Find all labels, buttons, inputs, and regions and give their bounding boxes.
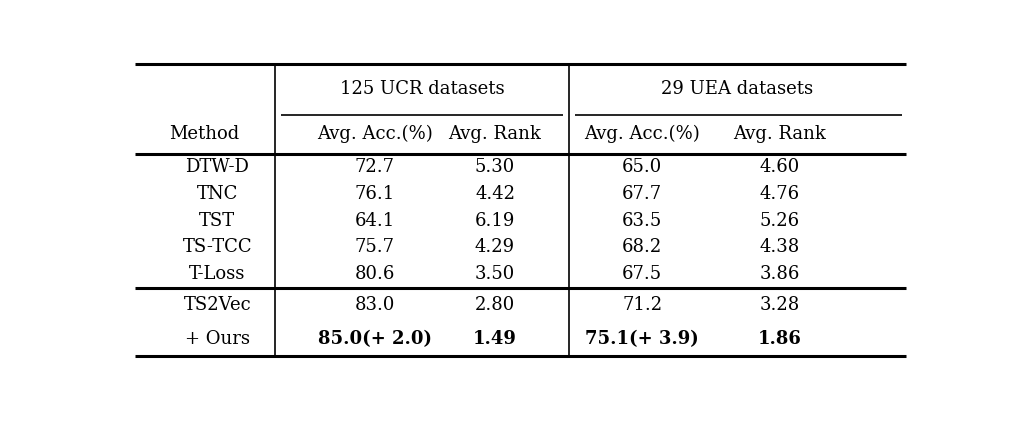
- Text: 4.42: 4.42: [475, 185, 515, 203]
- Text: T-Loss: T-Loss: [189, 265, 246, 283]
- Text: 75.7: 75.7: [354, 238, 395, 257]
- Text: 6.19: 6.19: [475, 212, 516, 230]
- Text: 125 UCR datasets: 125 UCR datasets: [340, 80, 504, 98]
- Text: 64.1: 64.1: [354, 212, 395, 230]
- Text: Avg. Acc.(%): Avg. Acc.(%): [585, 125, 700, 143]
- Text: TST: TST: [199, 212, 235, 230]
- Text: + Ours: + Ours: [185, 330, 250, 348]
- Text: 85.0(+ 2.0): 85.0(+ 2.0): [318, 330, 431, 348]
- Text: TS-TCC: TS-TCC: [183, 238, 252, 257]
- Text: Method: Method: [170, 125, 240, 143]
- Text: 4.76: 4.76: [759, 185, 800, 203]
- Text: 80.6: 80.6: [354, 265, 395, 283]
- Text: 65.0: 65.0: [622, 158, 662, 176]
- Text: 4.60: 4.60: [759, 158, 800, 176]
- Text: 3.28: 3.28: [759, 296, 800, 314]
- Text: 1.86: 1.86: [758, 330, 802, 348]
- Text: 5.26: 5.26: [759, 212, 800, 230]
- Text: Avg. Rank: Avg. Rank: [449, 125, 541, 143]
- Text: 72.7: 72.7: [354, 158, 395, 176]
- Text: 2.80: 2.80: [475, 296, 516, 314]
- Text: 1.49: 1.49: [473, 330, 517, 348]
- Text: 83.0: 83.0: [354, 296, 395, 314]
- Text: DTW-D: DTW-D: [186, 158, 250, 176]
- Text: 67.7: 67.7: [622, 185, 662, 203]
- Text: Avg. Rank: Avg. Rank: [733, 125, 826, 143]
- Text: 4.38: 4.38: [759, 238, 800, 257]
- Text: 76.1: 76.1: [354, 185, 395, 203]
- Text: TS2Vec: TS2Vec: [184, 296, 251, 314]
- Text: Avg. Acc.(%): Avg. Acc.(%): [317, 125, 432, 143]
- Text: 3.86: 3.86: [759, 265, 800, 283]
- Text: 75.1(+ 3.9): 75.1(+ 3.9): [586, 330, 699, 348]
- Text: 29 UEA datasets: 29 UEA datasets: [661, 80, 813, 98]
- Text: TNC: TNC: [197, 185, 239, 203]
- Text: 5.30: 5.30: [475, 158, 516, 176]
- Text: 4.29: 4.29: [475, 238, 515, 257]
- Text: 67.5: 67.5: [622, 265, 662, 283]
- Text: 3.50: 3.50: [475, 265, 516, 283]
- Text: 63.5: 63.5: [622, 212, 662, 230]
- Text: 71.2: 71.2: [622, 296, 662, 314]
- Text: 68.2: 68.2: [622, 238, 662, 257]
